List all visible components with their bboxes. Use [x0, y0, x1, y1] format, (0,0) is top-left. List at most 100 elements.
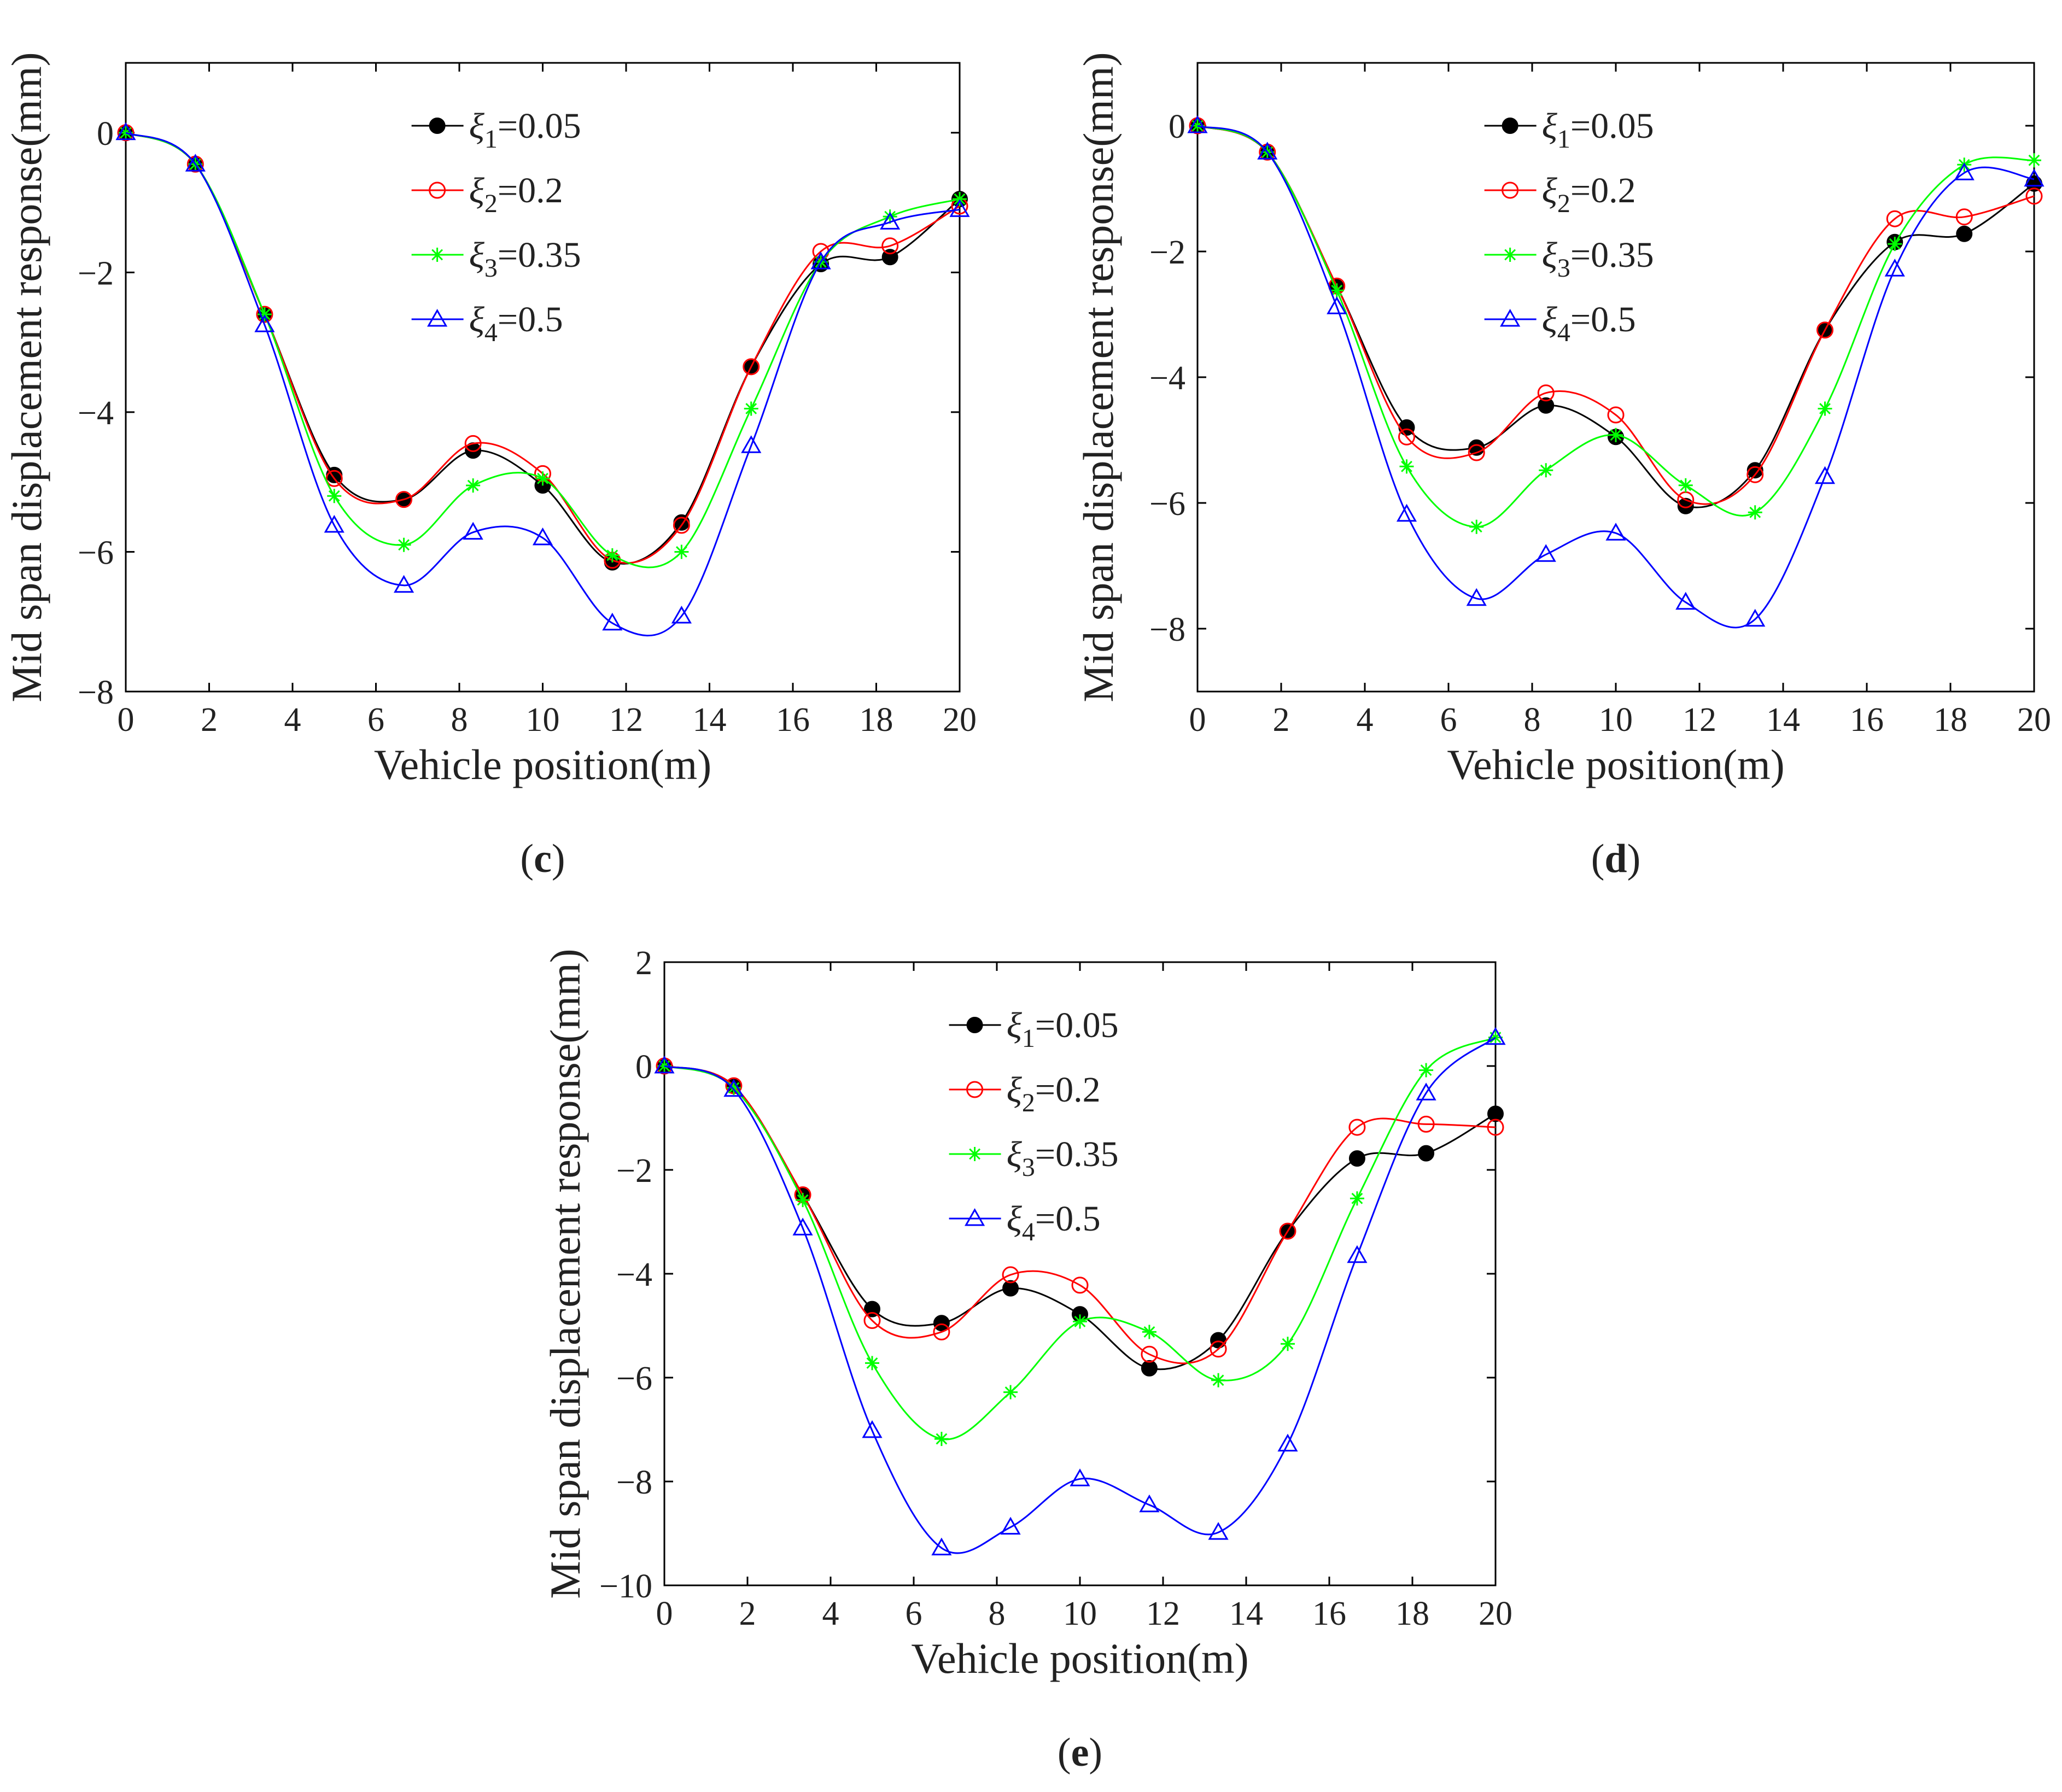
data-point [1485, 1027, 1506, 1045]
data-point [1487, 1118, 1504, 1136]
legend-subscript: 4 [1022, 1217, 1035, 1246]
data-point [1816, 321, 1833, 339]
panel-label-letter: d [1604, 836, 1627, 881]
data-point [744, 401, 758, 416]
data-point [1350, 1191, 1364, 1206]
series-4 [654, 1027, 1506, 1556]
x-tick-label: 8 [451, 701, 468, 739]
data-point [1535, 544, 1556, 562]
y-tick-label: −6 [78, 534, 114, 571]
data-point [1003, 1385, 1018, 1399]
legend-marker [1502, 181, 1519, 199]
legend-subscript: 4 [1557, 318, 1570, 347]
data-point-stroke [606, 549, 618, 561]
data-point [532, 527, 553, 546]
series-4 [115, 122, 970, 637]
data-point [1396, 503, 1417, 522]
x-tick-label: 10 [1599, 701, 1633, 739]
legend-label: ξ2=0.2 [1542, 171, 1636, 218]
legend-value: =0.2 [498, 171, 563, 210]
panel-label-close: ) [1627, 836, 1641, 881]
data-point-stroke [1889, 238, 1901, 250]
legend-marker [966, 1017, 983, 1033]
y-tick-label: 0 [1169, 108, 1185, 145]
y-axis-title: Mid span displacement response(mm) [3, 52, 50, 702]
x-axis-title: Vehicle position(m) [1447, 741, 1784, 788]
data-point-stroke [1143, 1326, 1155, 1338]
data-point [1954, 162, 1975, 180]
data-point [1073, 1314, 1087, 1329]
legend-value: =0.05 [1035, 1005, 1119, 1045]
x-tick-label: 2 [201, 701, 218, 739]
data-point [1399, 459, 1414, 474]
panel-label-letter: e [1071, 1730, 1089, 1775]
x-axis-title: Vehicle position(m) [911, 1635, 1248, 1682]
legend-marker [1503, 248, 1517, 262]
y-tick-label: −6 [1149, 485, 1185, 523]
data-point [1348, 1118, 1366, 1136]
legend-subscript: 1 [1022, 1024, 1035, 1053]
legend-label: ξ4=0.5 [1542, 300, 1636, 347]
legend-subscript: 4 [484, 318, 498, 347]
data-point-stroke [1351, 1192, 1363, 1204]
data-point-stroke [797, 1194, 809, 1206]
data-point-stroke [328, 490, 340, 502]
legend-marker [430, 248, 445, 262]
data-point [1141, 1360, 1158, 1377]
data-point [395, 491, 413, 508]
data-point-stroke [398, 539, 410, 551]
data-point [741, 435, 762, 453]
data-point [1071, 1276, 1089, 1294]
series-line [1197, 125, 2035, 629]
panel-label: (c) [520, 836, 565, 881]
data-point [327, 489, 342, 503]
data-point [1141, 1345, 1158, 1363]
x-tick-label: 18 [860, 701, 893, 739]
legend-label: ξ4=0.5 [1007, 1199, 1101, 1246]
data-point-stroke [1282, 1338, 1294, 1350]
data-point [1070, 1468, 1090, 1486]
data-point-stroke [1074, 1315, 1086, 1327]
data-point [602, 612, 623, 631]
legend-marker-stroke [431, 249, 443, 261]
y-tick-label: −2 [78, 255, 114, 292]
legend-symbol: ξ [1007, 1070, 1023, 1110]
x-tick-label: 20 [943, 701, 977, 739]
data-point [1675, 592, 1696, 610]
data-point [2024, 168, 2045, 187]
panel-label-close: ) [1089, 1730, 1102, 1775]
data-point-stroke [1680, 479, 1692, 491]
data-point-stroke [1212, 1374, 1224, 1386]
data-point [862, 1420, 883, 1438]
y-tick-label: 0 [635, 1049, 652, 1086]
data-point [1417, 1115, 1435, 1133]
x-tick-label: 6 [906, 1595, 922, 1632]
legend-symbol: ξ [1542, 106, 1558, 146]
series-line [664, 1036, 1496, 1554]
data-point [185, 154, 206, 172]
data-point [1537, 384, 1555, 402]
data-point [1347, 1245, 1368, 1263]
data-point [115, 122, 136, 140]
data-point [396, 537, 411, 552]
legend-marker [427, 308, 448, 327]
y-tick-label: −4 [1149, 360, 1185, 397]
data-point [865, 1356, 879, 1371]
panel-label-open: ( [1058, 1730, 1071, 1775]
legend-symbol: ξ [1542, 300, 1558, 339]
data-point [1538, 397, 1555, 414]
data-point [671, 605, 692, 624]
data-point [1814, 466, 1836, 484]
data-point [1888, 237, 1902, 251]
data-point [1955, 208, 1973, 226]
y-tick-label: −2 [1149, 234, 1185, 271]
data-point [1002, 1280, 1019, 1297]
x-tick-label: 6 [1440, 701, 1457, 739]
x-tick-label: 12 [1146, 1595, 1180, 1632]
panel-label-open: ( [1591, 836, 1605, 881]
data-point [1277, 1433, 1298, 1452]
x-tick-label: 10 [1063, 1595, 1097, 1632]
x-tick-label: 20 [2017, 701, 2051, 739]
